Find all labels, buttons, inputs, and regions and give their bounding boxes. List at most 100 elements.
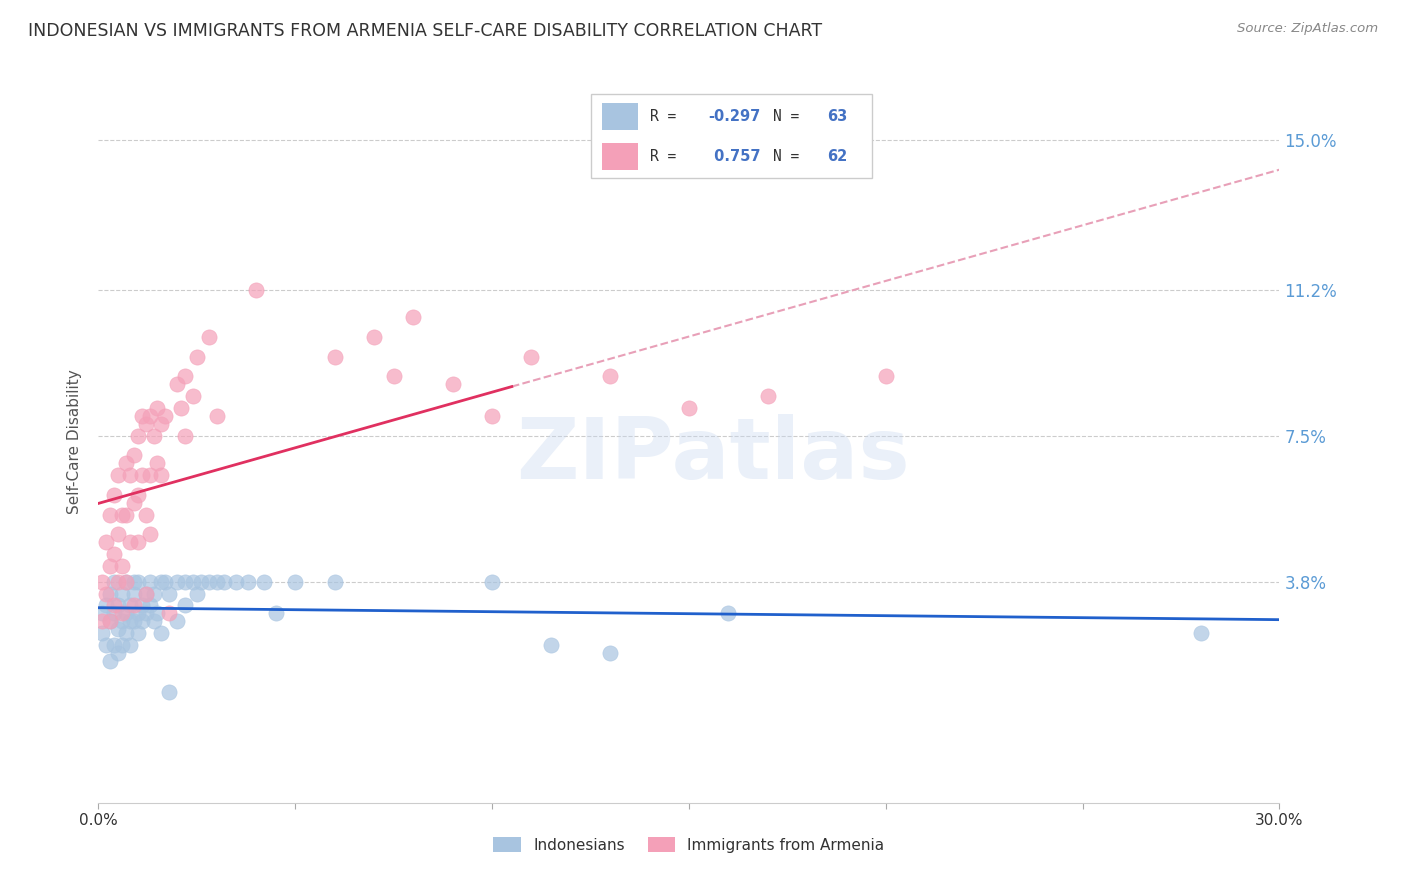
Point xyxy=(150,417,173,431)
Point xyxy=(138,574,160,589)
Point xyxy=(91,626,114,640)
Point xyxy=(135,417,157,431)
Point xyxy=(107,646,129,660)
Point xyxy=(146,456,169,470)
Point xyxy=(225,574,247,589)
Text: N =: N = xyxy=(773,149,808,164)
Point xyxy=(155,574,177,589)
Point xyxy=(122,586,145,600)
Point xyxy=(135,586,157,600)
Point xyxy=(135,607,157,621)
Point xyxy=(118,614,141,628)
Point xyxy=(756,389,779,403)
Text: Source: ZipAtlas.com: Source: ZipAtlas.com xyxy=(1237,22,1378,36)
Point xyxy=(115,574,138,589)
Point xyxy=(138,527,160,541)
Point xyxy=(382,369,405,384)
Point xyxy=(96,535,118,549)
Point xyxy=(520,350,543,364)
Point xyxy=(155,409,177,423)
Point xyxy=(190,574,212,589)
Point xyxy=(98,508,121,522)
Point xyxy=(284,574,307,589)
Point xyxy=(111,586,134,600)
Point xyxy=(142,586,165,600)
Point xyxy=(122,614,145,628)
Point xyxy=(111,508,134,522)
Legend: Indonesians, Immigrants from Armenia: Indonesians, Immigrants from Armenia xyxy=(485,829,893,860)
Point xyxy=(253,574,276,589)
Point xyxy=(115,508,138,522)
Point xyxy=(363,330,385,344)
Text: ZIPatlas: ZIPatlas xyxy=(516,415,910,498)
Point xyxy=(150,574,173,589)
Point xyxy=(441,377,464,392)
Point xyxy=(236,574,259,589)
Point xyxy=(174,574,197,589)
Point xyxy=(245,283,267,297)
Point xyxy=(717,607,740,621)
Point xyxy=(142,428,165,442)
Point xyxy=(96,586,118,600)
Point xyxy=(103,607,125,621)
Point xyxy=(122,448,145,462)
Point xyxy=(107,622,129,636)
Point xyxy=(96,638,118,652)
Point xyxy=(214,574,236,589)
Point xyxy=(197,574,219,589)
Point xyxy=(181,389,204,403)
Point xyxy=(138,599,160,613)
Point xyxy=(98,614,121,628)
Point xyxy=(111,638,134,652)
Point xyxy=(174,369,197,384)
Point xyxy=(166,377,188,392)
Point xyxy=(481,574,503,589)
Point xyxy=(127,626,149,640)
Point xyxy=(115,626,138,640)
Point xyxy=(131,599,153,613)
Point xyxy=(197,330,219,344)
Point xyxy=(142,614,165,628)
FancyBboxPatch shape xyxy=(591,94,872,178)
Point xyxy=(205,409,228,423)
Point xyxy=(111,558,134,573)
Point xyxy=(103,599,125,613)
Text: -0.297: -0.297 xyxy=(709,109,761,124)
Point xyxy=(98,586,121,600)
Point xyxy=(323,350,346,364)
FancyBboxPatch shape xyxy=(602,143,638,169)
Point xyxy=(103,638,125,652)
Point xyxy=(174,599,197,613)
Point xyxy=(107,527,129,541)
Point xyxy=(127,488,149,502)
Point xyxy=(98,614,121,628)
Point xyxy=(150,468,173,483)
Point xyxy=(115,574,138,589)
Point xyxy=(135,508,157,522)
Point xyxy=(150,626,173,640)
Point xyxy=(122,496,145,510)
Y-axis label: Self-Care Disability: Self-Care Disability xyxy=(67,369,83,514)
Point xyxy=(122,574,145,589)
Point xyxy=(91,607,114,621)
Point xyxy=(875,369,897,384)
Text: N =: N = xyxy=(773,109,808,124)
Point xyxy=(166,614,188,628)
Point xyxy=(146,607,169,621)
Point xyxy=(135,586,157,600)
Point xyxy=(599,646,621,660)
Point xyxy=(91,574,114,589)
Point xyxy=(599,369,621,384)
Point xyxy=(540,638,562,652)
Point xyxy=(98,654,121,668)
Point xyxy=(118,535,141,549)
Point xyxy=(157,685,180,699)
Point xyxy=(107,574,129,589)
Point xyxy=(678,401,700,415)
Text: 62: 62 xyxy=(827,149,846,164)
Point xyxy=(402,310,425,325)
Point xyxy=(111,614,134,628)
Point xyxy=(111,607,134,621)
Point xyxy=(107,468,129,483)
Point xyxy=(323,574,346,589)
